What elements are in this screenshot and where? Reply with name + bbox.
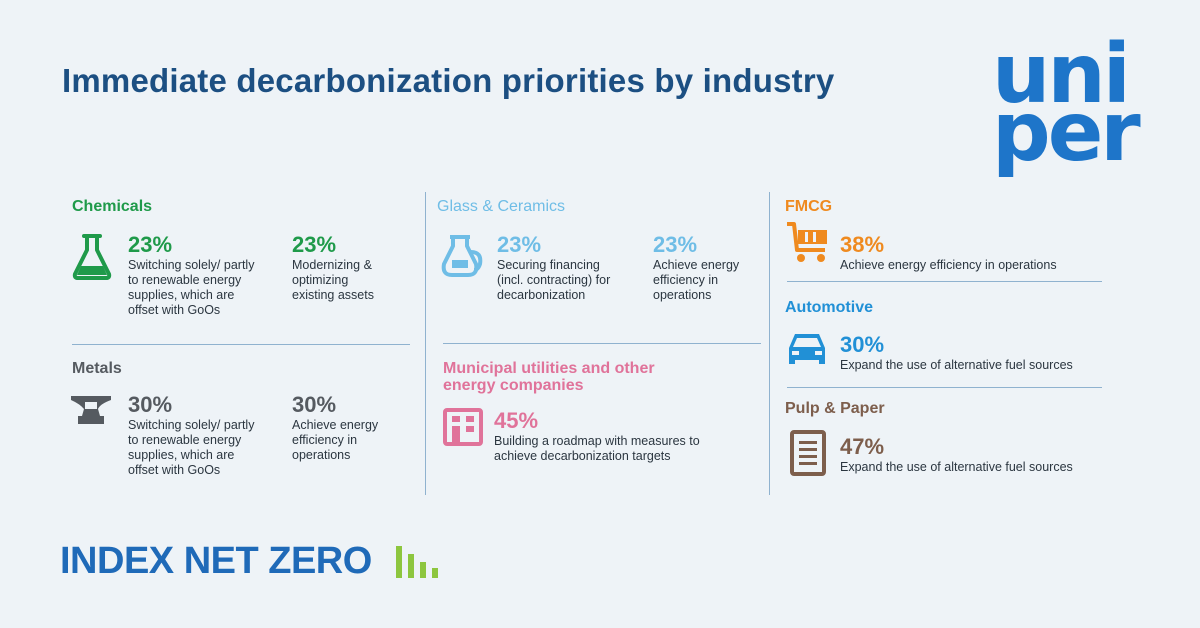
- column-divider-2: [769, 192, 770, 495]
- page-title: Immediate decarbonization priorities by …: [62, 62, 835, 99]
- row-divider-middle: [443, 343, 761, 344]
- pulp-paper-stat-value: 47%: [840, 434, 885, 459]
- column-divider-1: [425, 192, 426, 495]
- logo-line-2: per: [992, 85, 1141, 180]
- row-divider-right-2: [787, 387, 1102, 388]
- metals-stat-2-description: Achieve energy efficiency in operations: [292, 418, 379, 462]
- municipal-heading: Municipal utilities and other energy com…: [443, 360, 655, 394]
- municipal-stat-description: Building a roadmap with measures to achi…: [494, 434, 700, 463]
- glass-stat-2-value: 23%: [653, 232, 698, 257]
- paper-document-icon: [790, 430, 826, 476]
- glass-stat-1-value: 23%: [497, 232, 542, 257]
- bar-chart-logo-icon: [396, 546, 438, 578]
- metals-stat-1-value: 30%: [128, 392, 173, 417]
- automotive-stat-value: 30%: [840, 332, 885, 357]
- logo-line-1: uni: [992, 27, 1131, 122]
- metals-stat-2-value: 30%: [292, 392, 337, 417]
- glass-jug-icon: [441, 235, 483, 277]
- pulp-paper-heading: Pulp & Paper: [785, 400, 885, 417]
- municipal-stat-value: 45%: [494, 408, 539, 433]
- automotive-stat-description: Expand the use of alternative fuel sourc…: [840, 358, 1073, 372]
- building-icon: [443, 408, 483, 446]
- car-icon: [789, 334, 825, 364]
- chemicals-heading: Chemicals: [72, 198, 153, 215]
- uniper-logo: uni per: [992, 34, 1177, 188]
- chemicals-stat-1-value: 23%: [128, 232, 173, 257]
- row-divider-right-1: [787, 281, 1102, 282]
- pulp-paper-stat-description: Expand the use of alternative fuel sourc…: [840, 460, 1073, 474]
- chemicals-stat-1-description: Switching solely/ partly to renewable en…: [128, 258, 255, 317]
- flask-icon: [72, 234, 112, 280]
- glass-stat-1-description: Securing financing (incl. contracting) f…: [497, 258, 611, 302]
- chemicals-stat-2-description: Modernizing & optimizing existing assets: [292, 258, 374, 302]
- index-net-zero-logo-text: INDEX NET ZERO: [60, 540, 372, 582]
- automotive-heading: Automotive: [785, 299, 873, 316]
- chemicals-stat-2-value: 23%: [292, 232, 337, 257]
- metals-stat-1-description: Switching solely/ partly to renewable en…: [128, 418, 255, 477]
- row-divider-left: [72, 344, 410, 345]
- fmcg-stat-description: Achieve energy efficiency in operations: [840, 258, 1057, 272]
- anvil-icon: [71, 396, 111, 424]
- glass-stat-2-description: Achieve energy efficiency in operations: [653, 258, 740, 302]
- shopping-cart-icon: [787, 222, 827, 262]
- metals-heading: Metals: [72, 360, 122, 377]
- glass-ceramics-heading: Glass & Ceramics: [437, 198, 566, 215]
- fmcg-stat-value: 38%: [840, 232, 885, 257]
- fmcg-heading: FMCG: [785, 198, 833, 215]
